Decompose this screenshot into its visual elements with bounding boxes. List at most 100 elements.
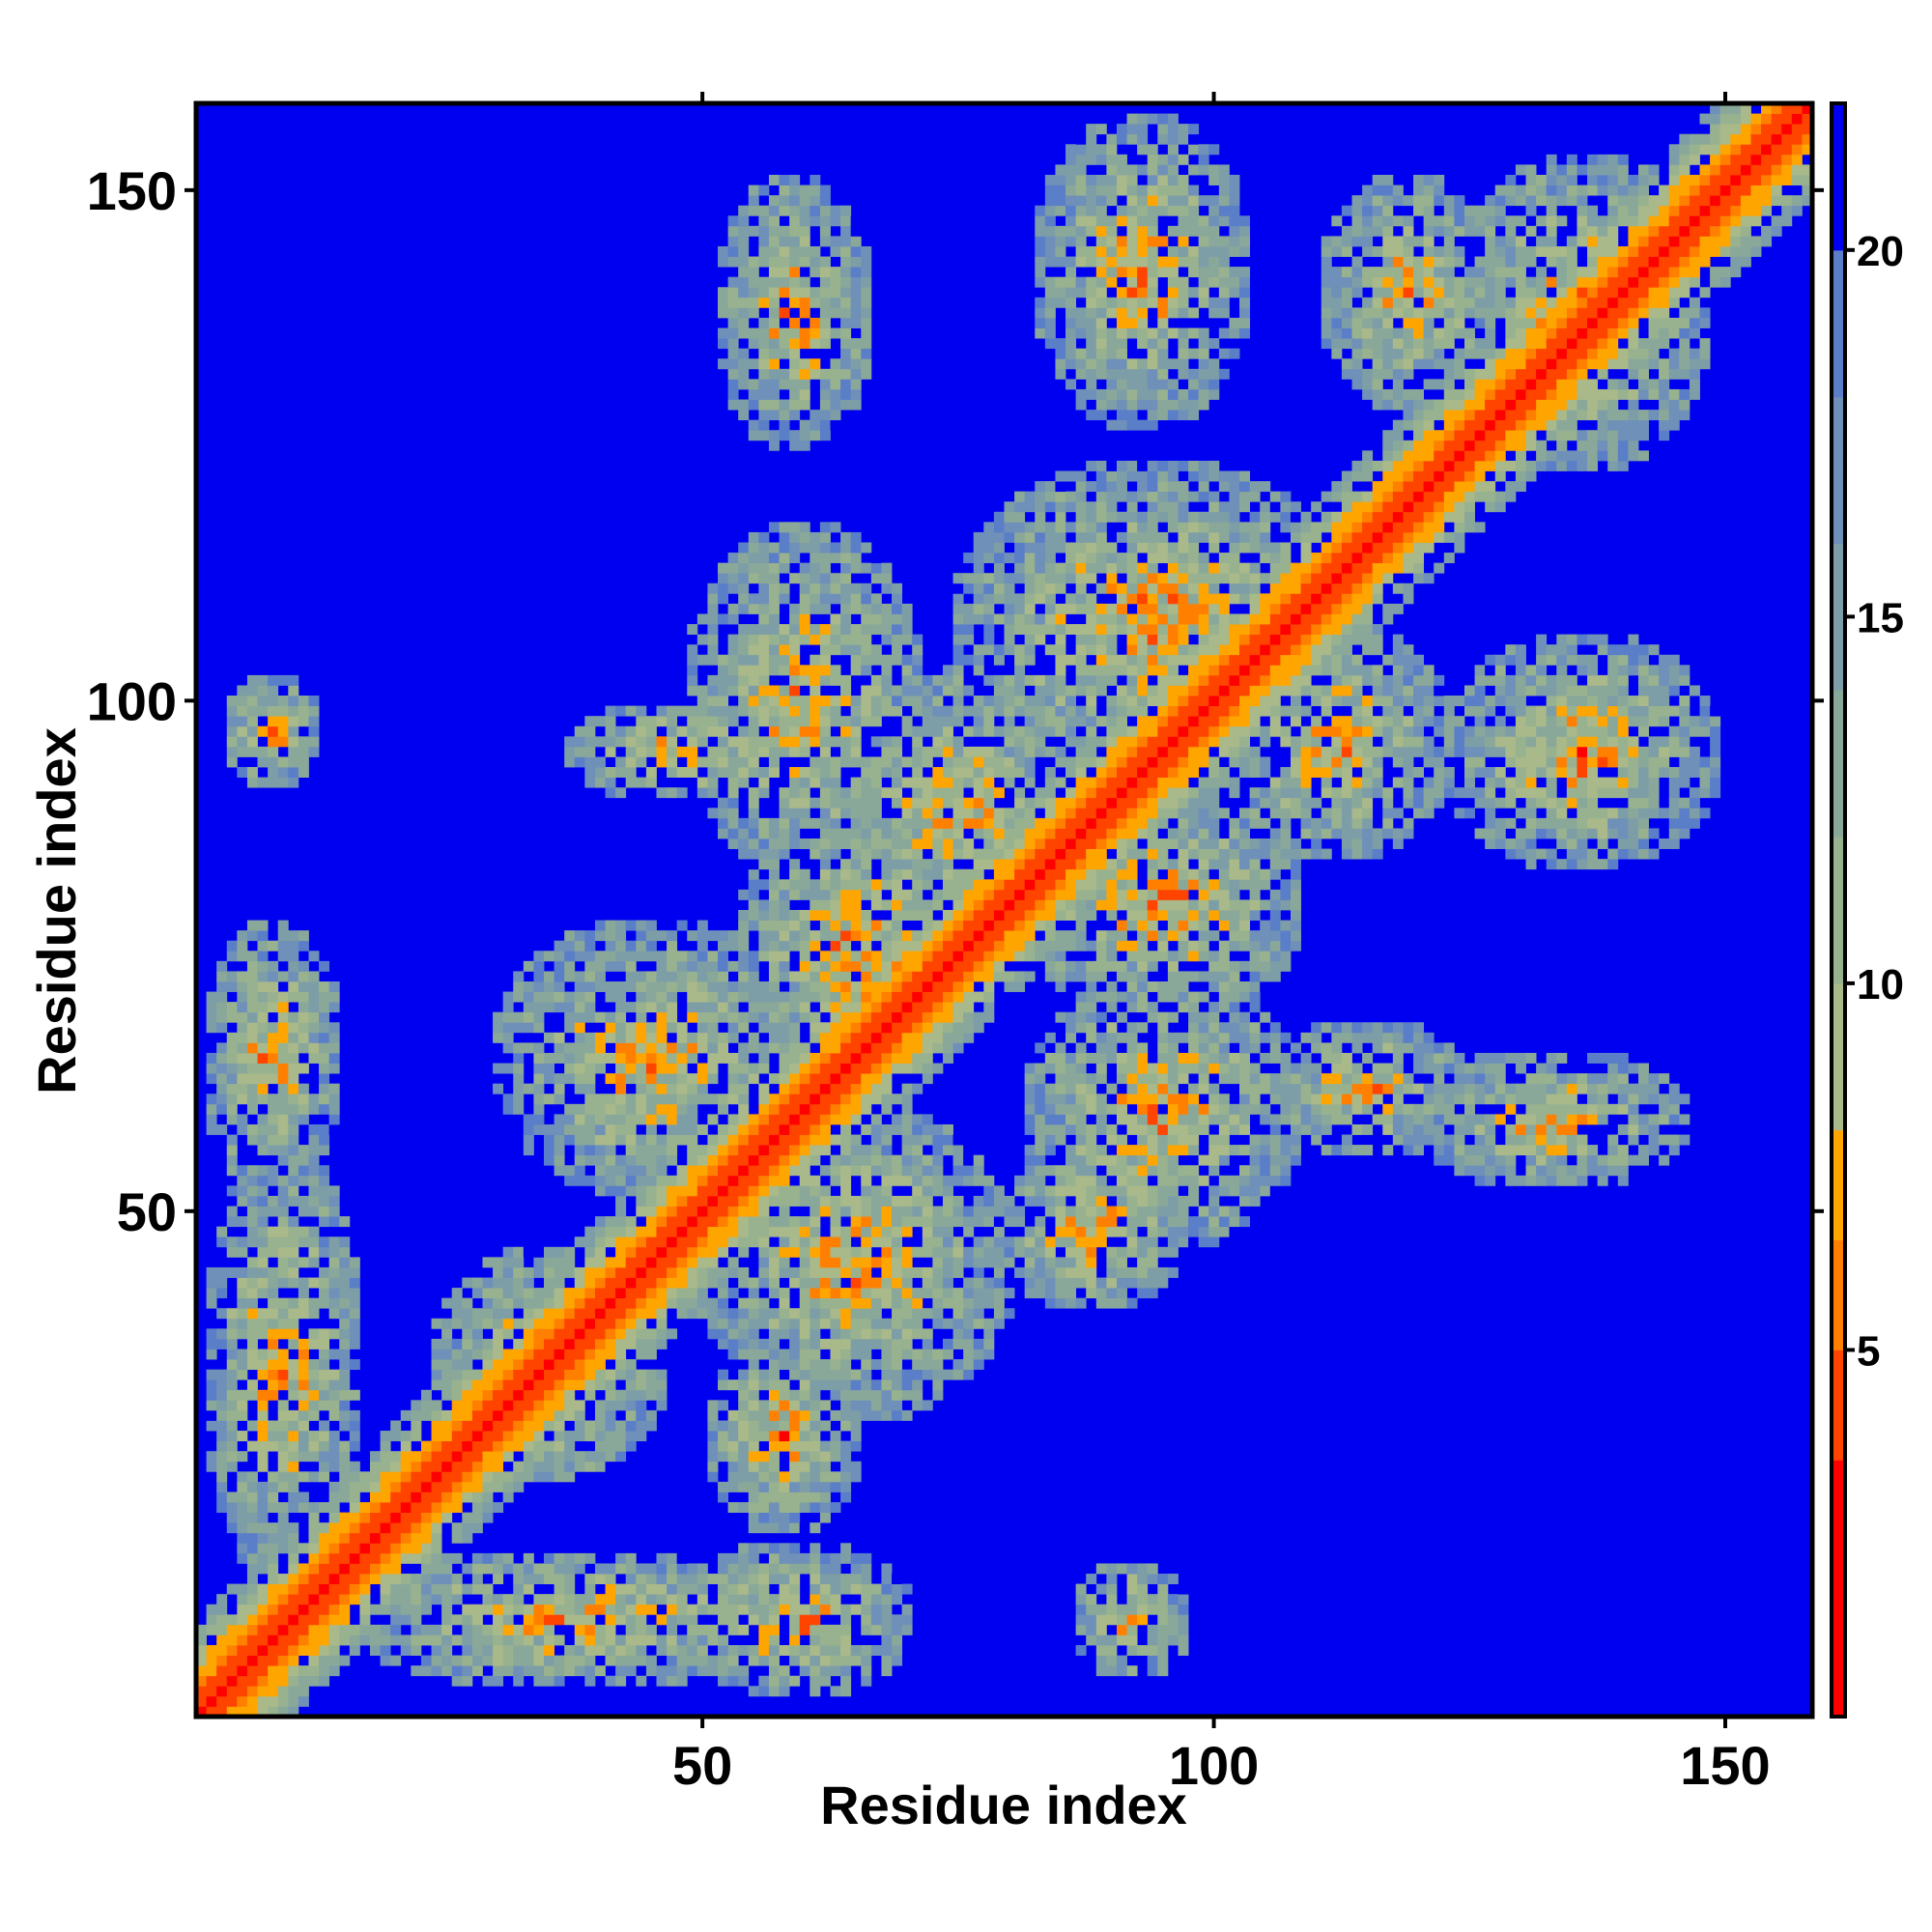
heatmap-cell (594, 777, 606, 788)
heatmap-cell (339, 1522, 351, 1534)
heatmap-cell (216, 1389, 228, 1401)
heatmap-cell (861, 1002, 872, 1013)
heatmap-cell (810, 1246, 821, 1258)
heatmap-cell (533, 951, 545, 962)
heatmap-cell (789, 1195, 801, 1207)
heatmap-cell (738, 1042, 750, 1054)
heatmap-cell (810, 1011, 821, 1023)
heatmap-cell (810, 256, 821, 268)
heatmap-cell (676, 1594, 688, 1605)
heatmap-cell (768, 685, 780, 696)
heatmap-cell (277, 1185, 289, 1197)
heatmap-cell (830, 828, 841, 839)
heatmap-cell (922, 1165, 933, 1177)
heatmap-cell (645, 1123, 657, 1135)
heatmap-cell (645, 1206, 657, 1217)
heatmap-cell (819, 1022, 831, 1034)
heatmap-cell (687, 1145, 698, 1156)
heatmap-cell (667, 1583, 678, 1595)
heatmap-cell (840, 1257, 852, 1268)
heatmap-cell (799, 1420, 810, 1432)
heatmap-cell (656, 991, 668, 1003)
heatmap-cell (901, 1145, 913, 1156)
heatmap-cell (870, 1032, 882, 1043)
heatmap-cell (942, 1195, 953, 1207)
heatmap-cell (277, 1195, 289, 1207)
heatmap-cell (922, 808, 933, 819)
heatmap-cell (932, 868, 944, 880)
heatmap-cell (819, 1471, 831, 1483)
heatmap-cell (564, 1369, 576, 1380)
heatmap-cell (502, 1308, 514, 1320)
heatmap-cell (952, 817, 964, 829)
heatmap-cell (277, 1216, 289, 1228)
heatmap-cell (451, 1338, 463, 1350)
heatmap-cell (636, 1246, 647, 1258)
heatmap-cell (298, 1154, 309, 1166)
heatmap-cell (636, 1032, 647, 1043)
heatmap-cell (246, 736, 258, 748)
heatmap-cell (268, 1492, 279, 1503)
heatmap-cell (861, 542, 872, 554)
heatmap-cell (810, 1216, 821, 1228)
heatmap-cell (400, 1409, 412, 1421)
heatmap-cell (584, 1389, 596, 1401)
heatmap-cell (789, 1011, 801, 1023)
heatmap-cell (830, 889, 841, 900)
heatmap-cell (840, 1400, 852, 1411)
heatmap-cell (819, 1185, 831, 1197)
heatmap-cell (676, 1257, 688, 1268)
heatmap-cell (625, 1246, 637, 1258)
heatmap-cell (482, 1583, 494, 1595)
heatmap-cell (789, 920, 801, 931)
heatmap-cell (707, 1145, 719, 1156)
heatmap-cell (523, 1266, 534, 1278)
heatmap-cell (257, 1665, 269, 1677)
heatmap-cell (810, 634, 821, 645)
heatmap-cell (983, 817, 995, 829)
heatmap-cell (881, 1185, 893, 1197)
heatmap-cell (799, 1052, 810, 1064)
heatmap-cell (748, 1574, 759, 1584)
heatmap-cell (605, 1389, 616, 1401)
heatmap-cell (625, 940, 637, 952)
heatmap-cell (789, 879, 801, 891)
heatmap-cell (308, 1052, 320, 1064)
heatmap-cell (881, 1604, 893, 1615)
heatmap-cell (983, 1328, 995, 1340)
heatmap-cell (636, 1195, 647, 1207)
heatmap-cell (942, 868, 953, 880)
heatmap-cell (298, 1634, 309, 1646)
heatmap-cell (983, 542, 995, 554)
heatmap-cell (237, 1052, 248, 1064)
heatmap-cell (870, 889, 882, 900)
heatmap-cell (349, 1574, 360, 1584)
heatmap-cell (993, 920, 1005, 931)
heatmap-cell (667, 1185, 678, 1197)
heatmap-cell (758, 1461, 770, 1472)
heatmap-cell (922, 1175, 933, 1186)
heatmap-cell (881, 1359, 893, 1371)
heatmap-cell (645, 1594, 657, 1605)
heatmap-cell (308, 1645, 320, 1656)
heatmap-cell (564, 991, 576, 1003)
heatmap-cell (912, 1042, 923, 1054)
heatmap-cell (870, 1308, 882, 1320)
heatmap-cell (226, 1502, 238, 1514)
heatmap-cell (870, 1288, 882, 1299)
heatmap-cell (799, 1431, 810, 1442)
heatmap-cell (718, 971, 729, 982)
heatmap-cell (922, 817, 933, 829)
heatmap-cell (493, 1349, 504, 1360)
heatmap-cell (758, 1512, 770, 1523)
heatmap-cell (441, 1645, 453, 1656)
heatmap-cell (830, 1154, 841, 1166)
heatmap-cell (584, 1318, 596, 1329)
heatmap-cell (645, 1165, 657, 1177)
heatmap-cell (328, 1461, 340, 1472)
heatmap-cell (768, 1338, 780, 1350)
heatmap-cell (308, 1563, 320, 1575)
heatmap-cell (277, 1502, 289, 1514)
heatmap-cell (298, 746, 309, 757)
heatmap-cell (380, 1604, 391, 1615)
